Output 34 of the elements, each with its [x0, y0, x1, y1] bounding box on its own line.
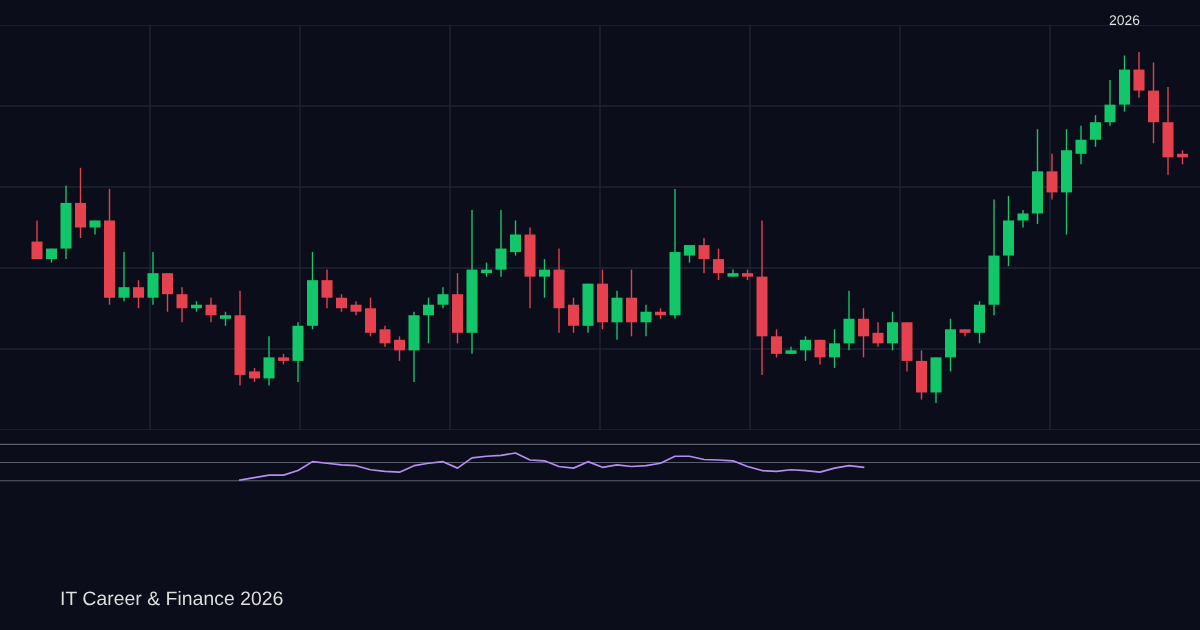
candlestick: [799, 335, 812, 362]
candlestick: [132, 279, 145, 309]
candlestick: [770, 328, 783, 359]
candlestick: [176, 286, 188, 323]
candlestick: [857, 307, 870, 359]
candlestick: [495, 209, 507, 278]
candlestick: [118, 251, 130, 302]
candlestick: [509, 219, 522, 257]
candlestick: [1133, 51, 1145, 99]
candlestick: [205, 297, 217, 323]
candlestick: [393, 335, 406, 362]
candlestick: [321, 268, 333, 309]
candlestick: [161, 272, 174, 313]
candlestick: [437, 286, 449, 309]
candlestick: [698, 237, 710, 274]
candlestick: [828, 328, 841, 369]
candlestick: [872, 321, 884, 348]
candlestick: [640, 304, 652, 338]
candlestick: [1075, 125, 1087, 166]
candlestick: [538, 258, 551, 299]
candlestick: [814, 339, 826, 366]
candlestick: [886, 311, 899, 352]
candlestick: [379, 325, 391, 348]
x-tick-label: 2026: [1109, 15, 1140, 26]
candlestick: [263, 335, 275, 387]
text: IT Career & Finance 2026: [61, 590, 283, 606]
candlestick: [1104, 79, 1116, 127]
candlestick: [1046, 153, 1058, 201]
candlestick: [1089, 114, 1102, 148]
candlestick: [422, 297, 435, 345]
candlestick: [1017, 209, 1029, 229]
candlestick: [712, 247, 725, 281]
candlestick: [31, 219, 43, 260]
candlestick: [567, 297, 580, 334]
